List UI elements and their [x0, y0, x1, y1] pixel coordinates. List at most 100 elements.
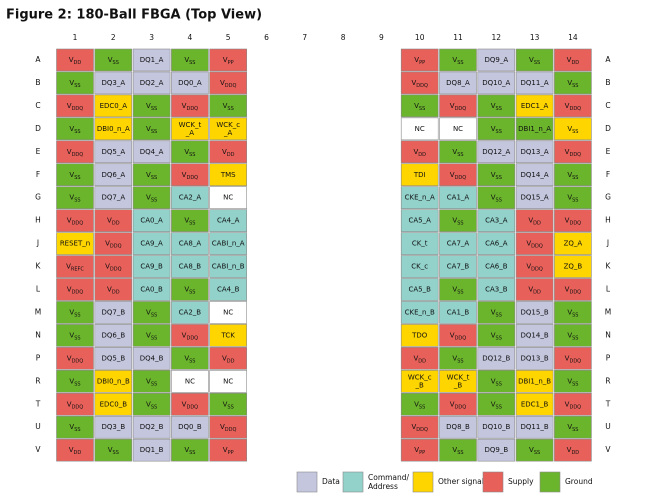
ball-cell: [400, 71, 439, 95]
ball-cell: [515, 369, 554, 393]
ball-label: VSS: [452, 217, 463, 227]
ball-label: ZQ_A: [564, 240, 583, 248]
ball-cell: [400, 232, 439, 255]
ball-label: DQ6_A: [101, 171, 125, 179]
ball-cell: [554, 347, 592, 370]
ball-label: VDDQ: [565, 286, 581, 296]
ball-cell: [515, 255, 554, 278]
ball-cell: [554, 369, 592, 393]
ball-label: VDD: [413, 354, 426, 364]
ball-cell: [209, 163, 247, 187]
ball-label: VDDQ: [182, 400, 198, 410]
ball-label: VSS: [184, 56, 195, 66]
ball-cell: [94, 209, 133, 232]
figure-title: Figure 2: 180-Ball FBGA (Top View): [6, 8, 262, 23]
ball-cell: [132, 117, 171, 141]
ball-cell: [439, 324, 477, 347]
ball-cell: [515, 232, 554, 255]
ball-cell: [94, 278, 133, 301]
ball-label: EDC1_A: [521, 102, 549, 110]
row-label: R: [35, 376, 40, 385]
ball-cell: [400, 392, 439, 416]
ball-label: DQ0_A: [178, 79, 202, 87]
ball-cell: [477, 140, 516, 164]
ball-label: VSS: [491, 125, 502, 135]
ball-label: VDDQ: [105, 240, 121, 250]
ball-label: VSS: [414, 400, 425, 410]
ball-cell: [439, 438, 477, 462]
ball-label: VDDQ: [67, 102, 83, 112]
ball-label: VSS: [184, 286, 195, 296]
ball-cell: [400, 209, 439, 232]
ball-label: VDD: [69, 56, 82, 66]
ball-cell: [56, 324, 94, 347]
row-label: V: [605, 445, 611, 454]
ball-label: VSS: [184, 446, 195, 456]
ball-cell: [515, 415, 554, 439]
ball-cell: [132, 163, 171, 187]
row-label: B: [35, 78, 40, 87]
row-label: P: [36, 353, 41, 362]
ball-label: VSS: [69, 79, 80, 89]
ball-label: DQ12_B: [482, 354, 510, 362]
row-label: R: [605, 376, 610, 385]
ball-label: VDD: [107, 217, 120, 227]
ball-cell: [515, 117, 554, 141]
ball-cell: [209, 278, 247, 301]
ball-label: VDDQ: [105, 263, 121, 273]
legend-label: Other signal: [438, 477, 484, 486]
row-label: F: [36, 170, 40, 179]
ball-label: VDDQ: [450, 331, 466, 341]
ball-label: VSS: [69, 171, 80, 181]
row-label: K: [606, 262, 612, 271]
ball-cell: [56, 209, 94, 232]
ball-cell: [94, 94, 133, 118]
ball-cell: [554, 94, 592, 118]
column-label: 1: [73, 33, 78, 42]
ball-label: VDDQ: [450, 102, 466, 112]
ball-label: VDDQ: [450, 171, 466, 181]
ball-cell: [132, 301, 171, 324]
ball-label: CA6_A: [485, 240, 508, 248]
row-label: B: [605, 78, 610, 87]
ball-cell: [477, 438, 516, 462]
ball-cell: [400, 415, 439, 439]
ball-cell: [94, 140, 133, 164]
ball-cell: [439, 278, 477, 301]
ball-cell: [439, 209, 477, 232]
ball-cell: [56, 392, 94, 416]
ball-label: DQ1_B: [140, 446, 164, 454]
ball-cell: [554, 140, 592, 164]
ball-cell: [400, 163, 439, 187]
ball-cell: [171, 186, 209, 209]
row-label: C: [605, 101, 610, 110]
ball-cell: [94, 369, 133, 393]
ball-label: VSS: [69, 423, 80, 433]
ball-cell: [477, 186, 516, 209]
ball-cell: [94, 324, 133, 347]
ball-label: NC: [453, 125, 463, 133]
ball-cell: [209, 117, 247, 141]
ball-cell: [56, 140, 94, 164]
ball-cell: [171, 117, 209, 141]
ball-label: VSS: [414, 102, 425, 112]
ball-label: VSS: [69, 194, 80, 204]
ball-label: VDD: [69, 446, 82, 456]
ball-cell: [94, 48, 133, 72]
ball-cell: [477, 163, 516, 187]
ball-cell: [171, 369, 209, 393]
ball-cell: [400, 48, 439, 72]
ball-cell: [132, 140, 171, 164]
ball-label: VDDQ: [411, 79, 427, 89]
ball-label: NC: [415, 125, 425, 133]
ball-cell: [439, 415, 477, 439]
legend-swatch: [342, 471, 364, 493]
ball-label: DQ3_B: [101, 423, 125, 431]
ball-label: TDO: [411, 331, 428, 339]
ball-cell: [94, 347, 133, 370]
ball-label: VSS: [452, 354, 463, 364]
ball-label: CABI_n_A: [212, 240, 245, 248]
ball-cell: [132, 94, 171, 118]
ball-label: CA8_A: [179, 240, 202, 248]
ball-cell: [554, 209, 592, 232]
